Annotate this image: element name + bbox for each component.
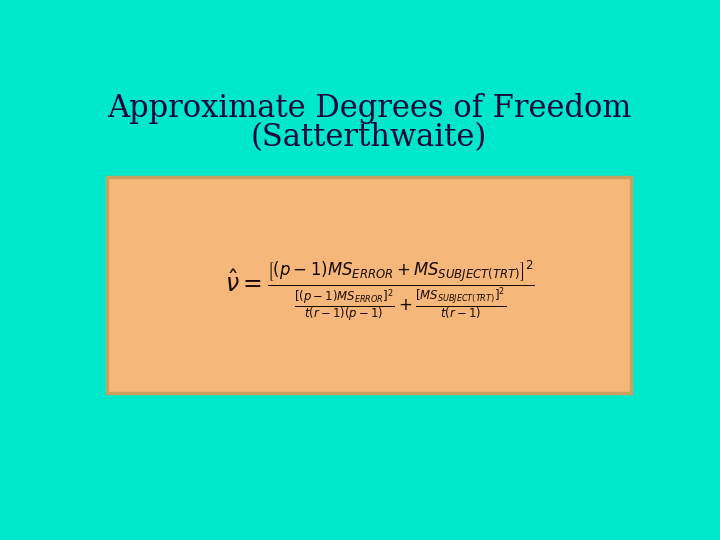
FancyBboxPatch shape	[107, 177, 631, 393]
Text: (Satterthwaite): (Satterthwaite)	[251, 122, 487, 153]
Text: $\hat{\nu} = \frac{\left[(p-1)MS_{ERROR} + MS_{SUBJECT(TRT)}\right]^2}{\frac{\le: $\hat{\nu} = \frac{\left[(p-1)MS_{ERROR}…	[225, 259, 535, 324]
Text: Approximate Degrees of Freedom: Approximate Degrees of Freedom	[107, 93, 631, 124]
